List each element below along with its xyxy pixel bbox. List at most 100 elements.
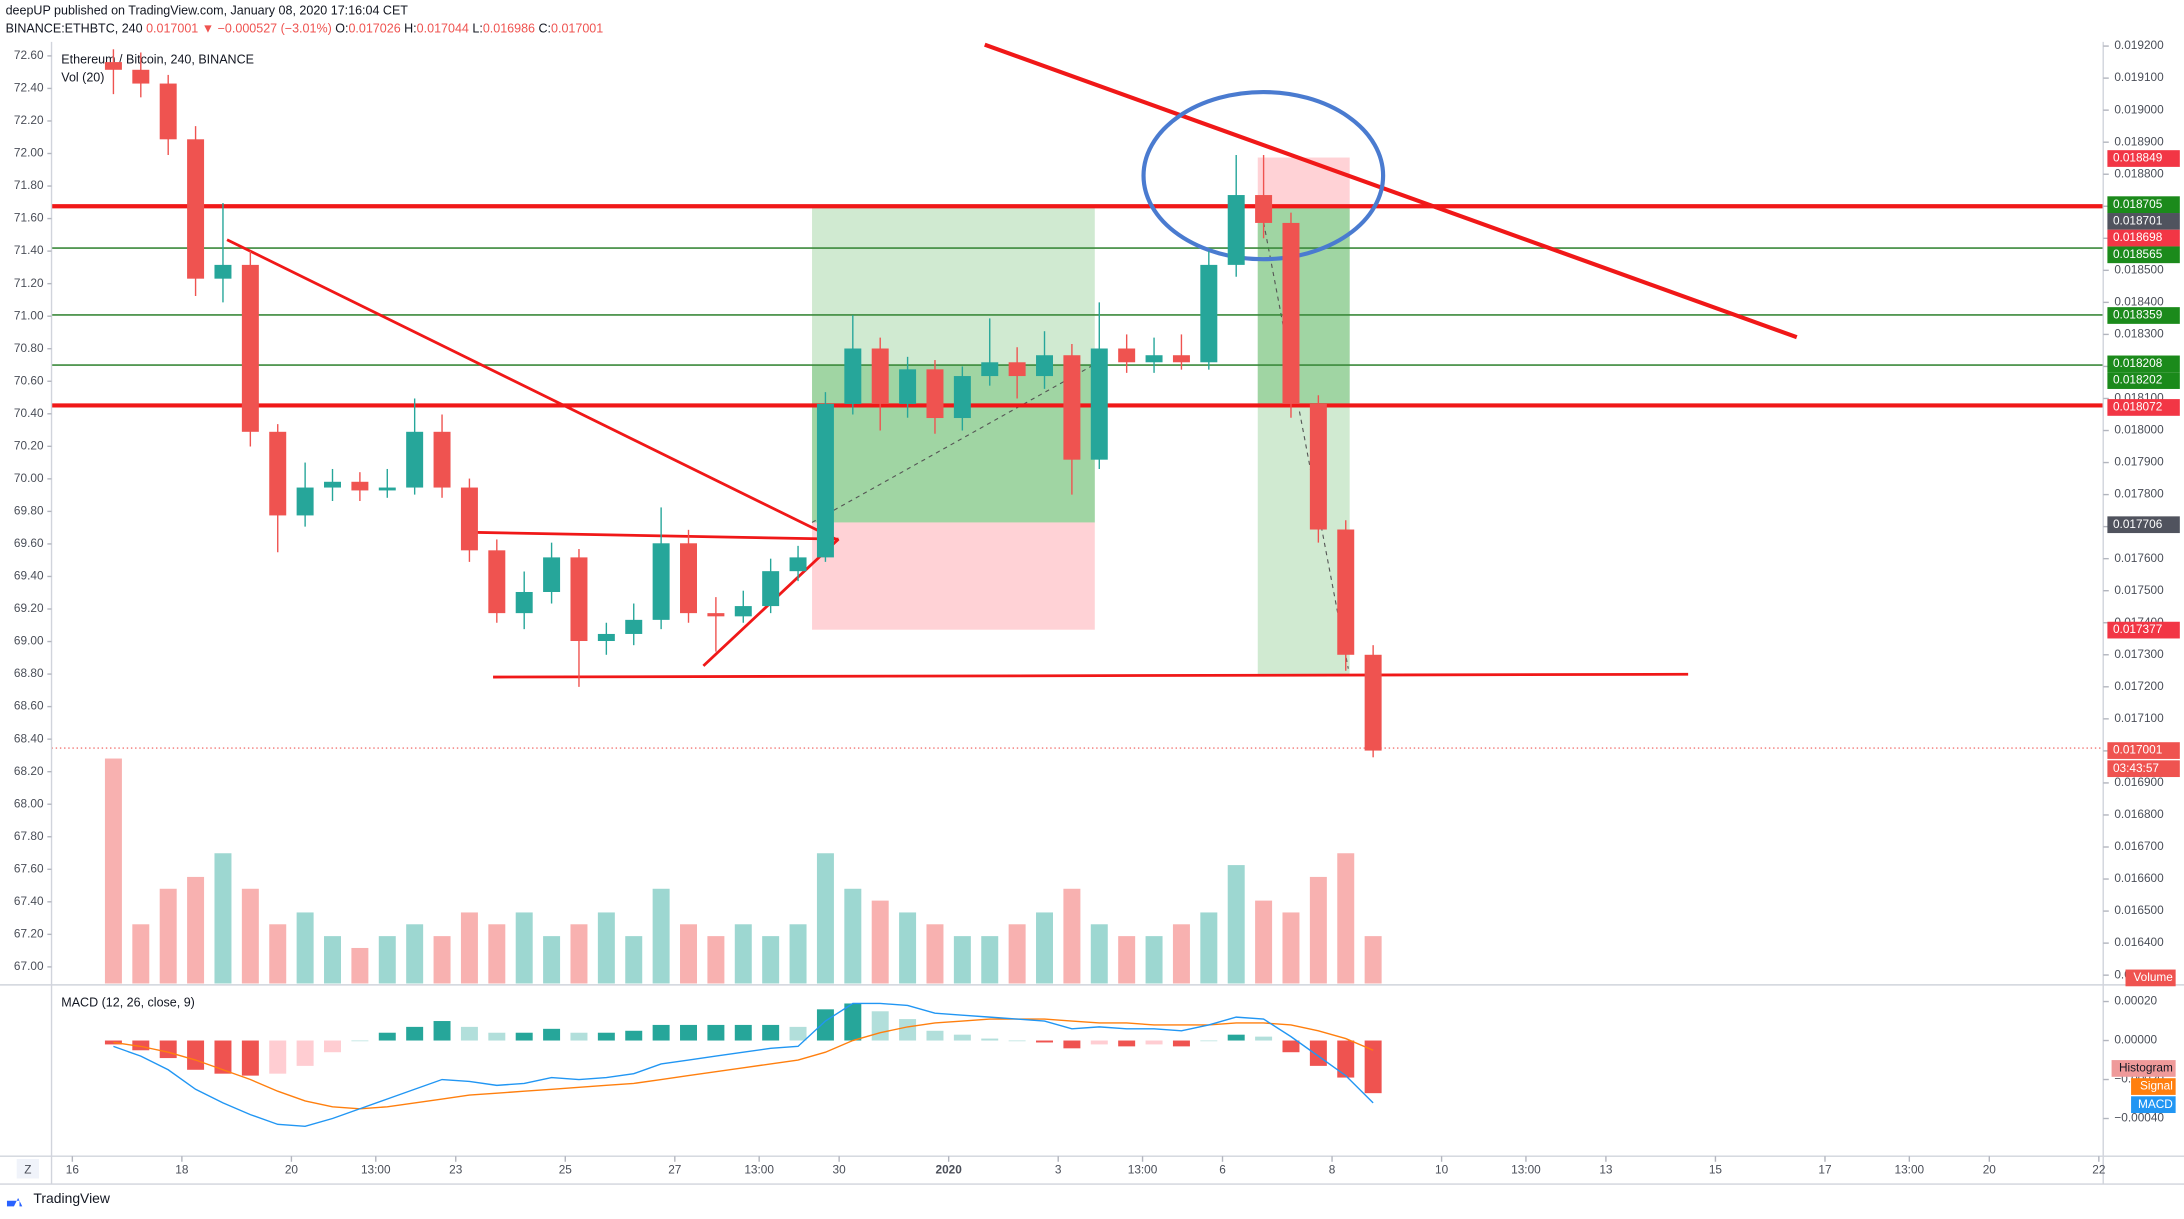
volume-bar (433, 936, 451, 984)
brand: TradingView (33, 1190, 110, 1206)
price-badge (2107, 372, 2180, 389)
volume-bar (926, 924, 944, 984)
legend-badge (2111, 1060, 2176, 1077)
volume-bar (324, 936, 341, 984)
volume-bar (159, 888, 177, 984)
price-badge-label: 0.018208 (2113, 356, 2163, 370)
candle-body (104, 62, 122, 70)
l: 0.016986 (483, 22, 535, 36)
long-loss-zone (812, 522, 1095, 630)
y-tick-label: 0.018000 (2114, 423, 2164, 437)
volume-bar (1200, 912, 1218, 984)
y-tick-label: 0.019100 (2114, 70, 2164, 84)
price-badge-label: 0.018565 (2113, 247, 2163, 261)
price-badge-label: 0.018072 (2113, 400, 2162, 414)
histogram-bar (734, 1024, 752, 1041)
candle-body (1282, 222, 1300, 404)
candle-body (488, 550, 506, 614)
candle-body (132, 69, 150, 84)
x-tick-label: 15 (1709, 1162, 1723, 1176)
histogram-bar (570, 1032, 588, 1041)
left-tick-label: 70.60 (14, 373, 44, 387)
highlight-circle (1141, 89, 1386, 262)
left-tick-label: 71.00 (14, 308, 44, 322)
candle-body (625, 619, 643, 634)
left-tick-label: 71.60 (14, 211, 44, 225)
symbol: BINANCE:ETHBTC, 240 (6, 22, 143, 36)
left-tick-label: 67.00 (14, 959, 44, 973)
x-tick-label: 13:00 (1895, 1162, 1925, 1176)
y-tick-label: 0.019000 (2114, 102, 2164, 116)
zoom-button[interactable] (16, 1158, 39, 1179)
short-profit-filled (1257, 206, 1350, 405)
volume-bar (1118, 936, 1136, 984)
price-badge (2107, 621, 2180, 639)
histogram-bar (1118, 1040, 1136, 1047)
left-tick-label: 71.20 (14, 276, 44, 290)
price-badge-label: 0.017706 (2113, 517, 2163, 531)
candle-body (707, 613, 725, 617)
volume-bar (1364, 936, 1382, 984)
volume-bar (981, 936, 999, 984)
histogram-bar (515, 1032, 533, 1041)
histogram-bar (844, 1003, 862, 1041)
left-tick-label: 68.20 (14, 764, 44, 778)
histogram-bar (543, 1028, 561, 1041)
arrow: ▼ (202, 22, 214, 36)
candle-body (789, 557, 807, 572)
long-path (811, 364, 1094, 523)
price-badge (2107, 516, 2180, 534)
candle-body (1364, 654, 1382, 751)
x-tick-label: 10 (1435, 1162, 1449, 1176)
candle-body (378, 487, 396, 491)
x-tick-label: 17 (1818, 1162, 1831, 1176)
candle-body (871, 348, 889, 404)
volume-bar (406, 924, 424, 984)
histogram-bar (296, 1040, 314, 1066)
volume-bar (899, 912, 917, 984)
y-tick-label: 0.019200 (2114, 38, 2164, 52)
y-tick-label: 0.016400 (2114, 935, 2164, 949)
volume-bar (871, 900, 889, 984)
histogram-bar (351, 1040, 369, 1042)
volume-bar (1036, 912, 1054, 984)
signal-line (113, 1018, 1374, 1110)
volume-bar (1063, 888, 1081, 984)
candle-body (351, 481, 369, 491)
logo-icon (6, 1197, 23, 1207)
brand-logo (6, 1197, 23, 1207)
x-tick-label: 8 (1329, 1162, 1336, 1176)
x-tick-label: 27 (668, 1162, 681, 1176)
header-line: BINANCE:ETHBTC, 240 0.017001 ▼ −0.000527… (6, 22, 604, 36)
volume-bar (460, 912, 478, 984)
histogram-bar (981, 1038, 999, 1041)
left-tick-label: 72.20 (14, 113, 44, 127)
y-tick-label: 0.018400 (2114, 294, 2164, 308)
price-badge-label: 0.017001 (2113, 743, 2162, 757)
candle-body (406, 431, 424, 488)
candle-body (460, 487, 478, 551)
candle-body (187, 139, 205, 279)
triangle-line (465, 530, 839, 541)
volume-bar (680, 924, 697, 984)
histogram-bar (1036, 1040, 1054, 1043)
histogram-bar (597, 1032, 615, 1041)
x-tick-label: 30 (833, 1162, 847, 1176)
histogram-bar (926, 1030, 944, 1041)
h: 0.017044 (417, 22, 469, 36)
histogram-bar (406, 1026, 424, 1041)
x-tick-label: 13:00 (1511, 1162, 1541, 1176)
price-badge (2107, 742, 2180, 759)
zoom-label[interactable]: Z (24, 1162, 31, 1176)
volume-bar (844, 888, 862, 984)
x-tick-label: 13:00 (361, 1162, 391, 1176)
histogram-bar (707, 1024, 725, 1041)
candle-body (296, 487, 314, 516)
price-badge-label: 0.018705 (2113, 197, 2163, 211)
left-tick-label: 67.20 (14, 926, 44, 940)
legend-label: Histogram (2119, 1061, 2173, 1075)
candle-body (597, 633, 615, 642)
histogram-bar (378, 1032, 396, 1041)
price-badge (2107, 150, 2180, 167)
